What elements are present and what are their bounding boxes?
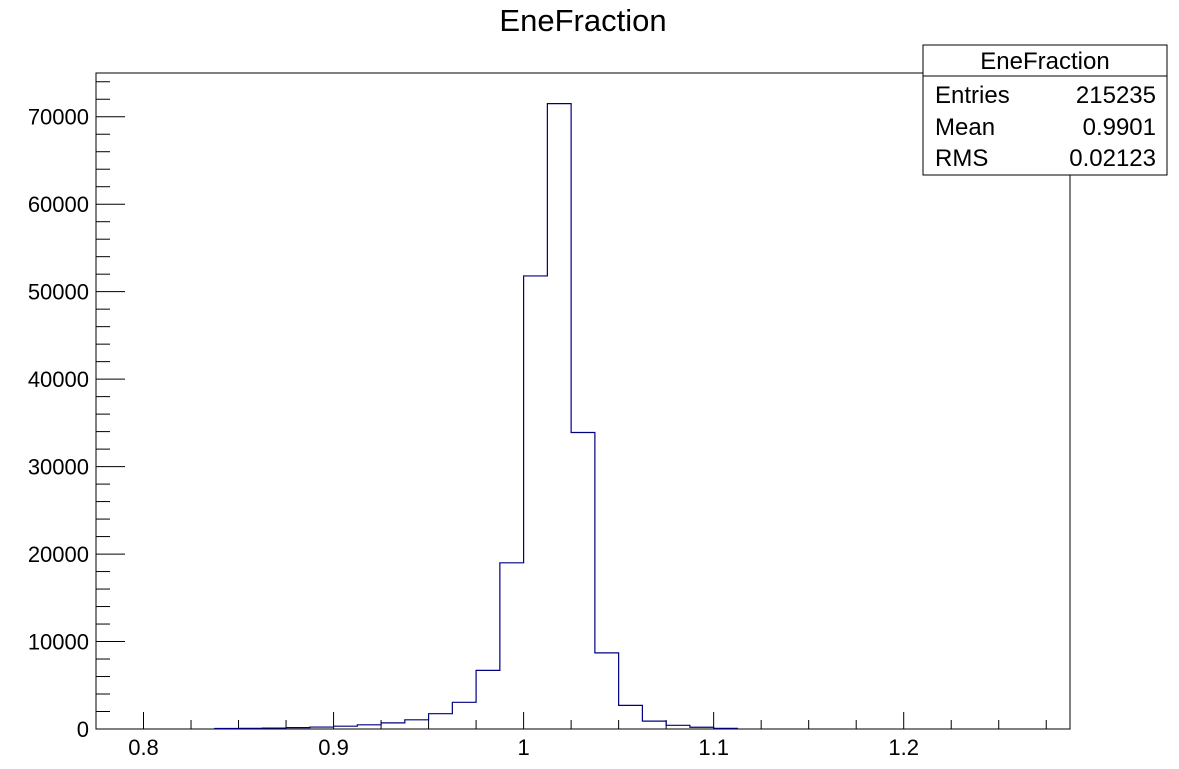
y-tick-label: 40000 [28,367,89,392]
x-tick-label: 1.1 [698,735,729,760]
x-tick-label: 1.2 [888,735,919,760]
stats-rms-label: RMS [935,145,988,172]
stats-box-title: EneFraction [980,48,1109,75]
stats-mean-label: Mean [935,114,995,141]
stats-rms-value: 0.02123 [1069,145,1156,172]
x-tick-label: 0.8 [128,735,159,760]
stats-entries-label: Entries [935,82,1010,109]
stats-entries-value: 215235 [1076,82,1156,109]
y-tick-label: 20000 [28,542,89,567]
chart-title: EneFraction [499,3,666,38]
plot-frame [95,72,1071,730]
y-axis: 0 10000 20000 30000 40000 50000 60000 70000 [28,81,125,742]
histogram-series-line [214,103,739,730]
y-tick-label: 10000 [28,630,89,655]
y-tick-label: 0 [77,717,89,742]
stats-box: EneFraction Entries 215235 Mean 0.9901 R… [922,44,1168,176]
y-tick-label: 50000 [28,280,89,305]
x-axis: 0.8 0.9 1 1.1 1.2 [95,712,1047,760]
y-tick-label: 70000 [28,105,89,130]
x-tick-label: 1 [517,735,529,760]
y-tick-label: 60000 [28,192,89,217]
y-tick-label: 30000 [28,455,89,480]
stats-mean-value: 0.9901 [1083,114,1156,141]
x-tick-label: 0.9 [318,735,349,760]
stats-box-frame [922,44,1168,176]
